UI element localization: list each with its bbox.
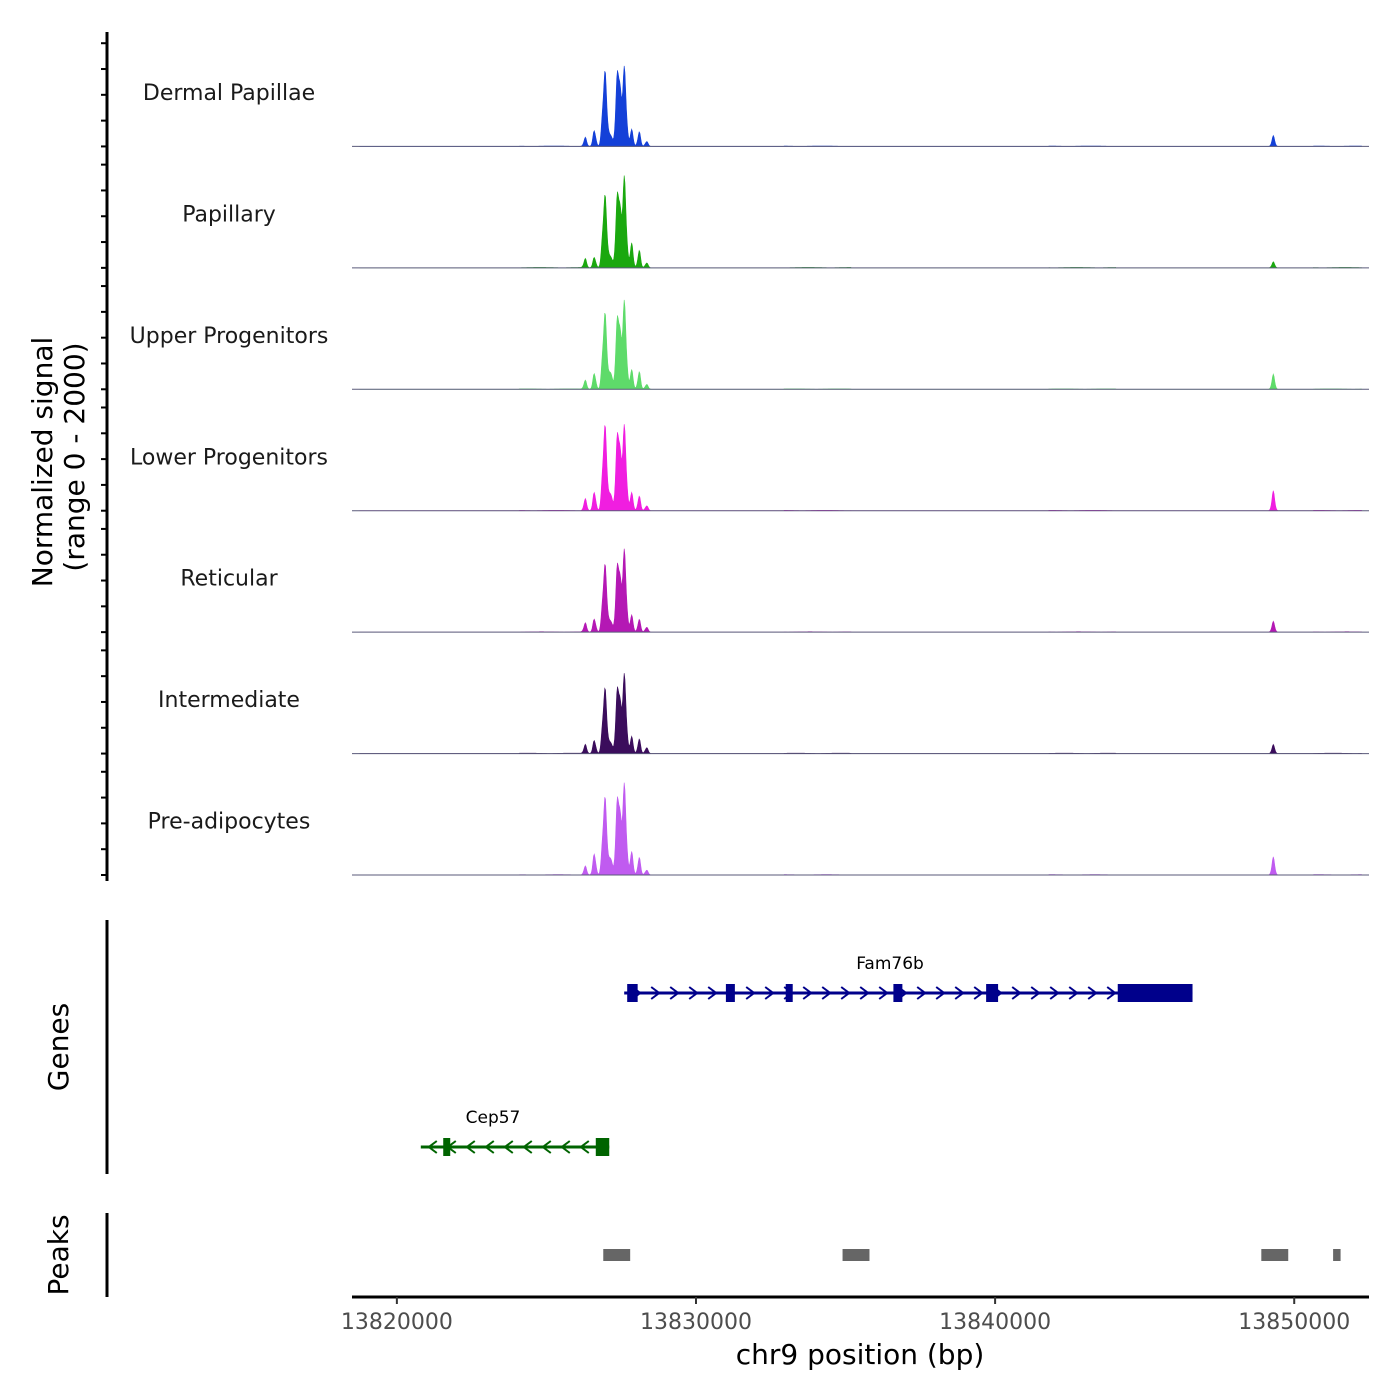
gene-exon <box>785 984 793 1002</box>
coverage-y-ticks <box>101 42 107 876</box>
strand-arrow <box>669 986 680 1000</box>
strand-arrow <box>1087 986 1098 1000</box>
strand-arrow <box>522 1140 533 1154</box>
strand-arrow <box>973 986 984 1000</box>
strand-arrow <box>484 1140 495 1154</box>
genes-panel: Genes Fam76b Cep57 <box>42 920 1193 1174</box>
track-label: Dermal Papillae <box>143 81 315 106</box>
coverage-track: Lower Progenitors <box>130 424 1369 512</box>
gene-label: Fam76b <box>856 954 924 974</box>
gene-exon <box>595 1138 610 1156</box>
track-label: Reticular <box>180 567 278 592</box>
strand-arrow <box>1030 986 1041 1000</box>
gene-exon <box>725 984 735 1002</box>
x-tick-label: 13820000 <box>341 1310 453 1335</box>
gene-exon <box>986 984 999 1002</box>
gene-exon <box>627 984 638 1002</box>
x-axis: 13820000 13830000 13840000 13850000 chr9 po… <box>341 1295 1369 1371</box>
coverage-track: Papillary <box>182 175 1369 269</box>
peak-region <box>1333 1249 1341 1261</box>
strand-arrow <box>821 986 832 1000</box>
peak-region <box>1261 1249 1289 1261</box>
peaks-track-title: Peaks <box>42 1214 75 1295</box>
strand-arrow <box>541 1140 552 1154</box>
coverage-track: Upper Progenitors <box>130 299 1369 390</box>
x-tick-label: 13850000 <box>1238 1310 1350 1335</box>
track-label: Pre-adipocytes <box>148 810 311 835</box>
strand-arrow <box>764 986 775 1000</box>
strand-arrow <box>935 986 946 1000</box>
strand-arrow <box>707 986 718 1000</box>
coverage-track: Dermal Papillae <box>143 65 1369 147</box>
strand-arrow <box>878 986 889 1000</box>
coverage-tracks: Dermal Papillae Papillary Upper Progenitor… <box>130 65 1369 876</box>
strand-arrow <box>560 1140 571 1154</box>
peak-regions <box>603 1249 1341 1261</box>
track-label: Intermediate <box>158 688 300 713</box>
coverage-track: Pre-adipocytes <box>148 782 1369 876</box>
coverage-area <box>359 299 1362 390</box>
strand-arrow <box>954 986 965 1000</box>
x-axis-title: chr9 position (bp) <box>736 1338 985 1371</box>
coverage-area <box>359 782 1362 876</box>
track-label: Lower Progenitors <box>130 445 328 470</box>
coverage-area <box>359 548 1362 633</box>
strand-arrow <box>745 986 756 1000</box>
coverage-track: Reticular <box>180 548 1369 633</box>
gene-model: Fam76b <box>624 954 1193 1002</box>
strand-arrow <box>503 1140 514 1154</box>
gene-exon <box>1117 984 1193 1002</box>
gene-label: Cep57 <box>466 1108 521 1128</box>
gene-exon <box>893 984 903 1002</box>
coverage-track: Intermediate <box>158 673 1369 755</box>
strand-arrow <box>859 986 870 1000</box>
strand-arrow <box>650 986 661 1000</box>
gene-models: Fam76b Cep57 <box>420 954 1193 1156</box>
strand-arrow <box>802 986 813 1000</box>
peak-region <box>603 1249 631 1261</box>
track-label: Papillary <box>182 202 276 227</box>
coverage-area <box>359 175 1362 269</box>
strand-arrow <box>1106 986 1117 1000</box>
strand-arrow <box>427 1140 438 1154</box>
coverage-y-title: Normalized signal <box>26 337 59 588</box>
strand-arrow <box>1068 986 1079 1000</box>
peak-region <box>842 1249 870 1261</box>
strand-arrow <box>579 1140 590 1154</box>
strand-arrow <box>688 986 699 1000</box>
coverage-panel: Dermal Papillae Papillary Upper Progenitor… <box>26 32 1369 881</box>
genes-track-title: Genes <box>42 1003 75 1091</box>
strand-arrow <box>840 986 851 1000</box>
strand-arrow <box>465 1140 476 1154</box>
coverage-y-title-range: (range 0 - 2000) <box>58 342 91 571</box>
track-label: Upper Progenitors <box>130 324 329 349</box>
coverage-area <box>359 424 1362 512</box>
strand-arrow <box>1011 986 1022 1000</box>
gene-exon <box>443 1138 451 1156</box>
x-tick-label: 13830000 <box>640 1310 752 1335</box>
x-tick-label: 13840000 <box>939 1310 1051 1335</box>
coverage-area <box>359 673 1362 754</box>
x-ticks: 13820000 13830000 13840000 13850000 <box>341 1297 1350 1335</box>
peaks-panel: Peaks <box>42 1213 1341 1297</box>
strand-arrow <box>916 986 927 1000</box>
gene-model: Cep57 <box>420 1108 610 1156</box>
coverage-area <box>359 65 1362 147</box>
strand-arrow <box>1049 986 1060 1000</box>
